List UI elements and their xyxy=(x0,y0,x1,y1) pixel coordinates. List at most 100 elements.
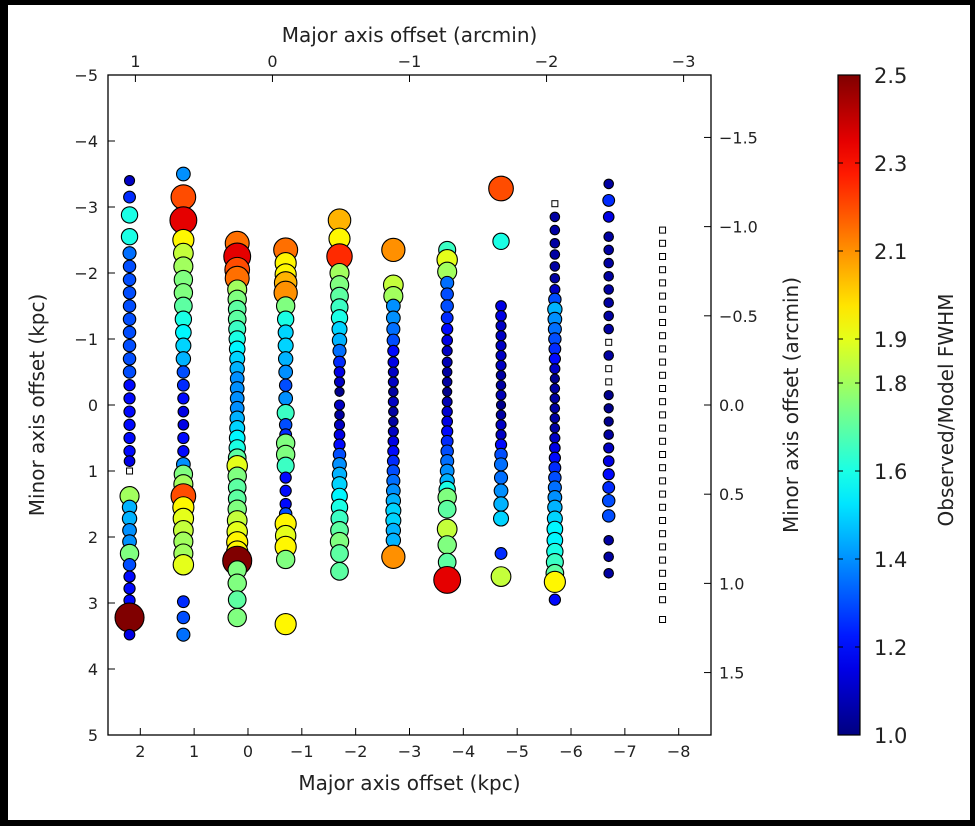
data-point xyxy=(492,232,510,251)
data-point xyxy=(387,356,400,368)
x-tick-label: −5 xyxy=(505,742,529,761)
data-point xyxy=(495,399,507,411)
data-point xyxy=(123,455,136,467)
data-point xyxy=(495,370,507,381)
data-point xyxy=(176,595,190,609)
data-point xyxy=(495,310,507,322)
data-point xyxy=(603,403,614,414)
data-point xyxy=(122,338,137,353)
data-point xyxy=(388,416,399,427)
y2-tick-label: −0.5 xyxy=(719,307,758,326)
data-point xyxy=(176,378,190,392)
data-point xyxy=(122,557,137,572)
data-point xyxy=(549,373,561,384)
data-point xyxy=(227,573,247,593)
data-point xyxy=(605,378,613,386)
plot-area-frame xyxy=(107,74,712,736)
y-tick-label: 5 xyxy=(88,726,98,745)
data-point xyxy=(123,582,136,595)
y2-tick-label: 0.5 xyxy=(719,485,744,504)
data-point xyxy=(123,190,136,204)
right-y-axis-title: Minor axis offset (arcmin) xyxy=(779,277,803,533)
data-point xyxy=(333,399,346,411)
data-point xyxy=(603,178,614,190)
data-point xyxy=(177,405,190,418)
data-point xyxy=(549,383,561,394)
data-point xyxy=(659,332,667,340)
data-point xyxy=(172,553,195,576)
data-point xyxy=(659,253,667,260)
data-point xyxy=(659,583,667,590)
data-point xyxy=(549,224,561,236)
data-point xyxy=(659,437,667,445)
data-point xyxy=(495,349,507,362)
data-point xyxy=(441,376,453,388)
data-point xyxy=(381,237,406,263)
colorbar-tick-label: 2.1 xyxy=(874,240,907,264)
data-point xyxy=(177,431,190,445)
data-point xyxy=(495,300,507,312)
data-point xyxy=(381,544,406,569)
data-point xyxy=(603,442,615,454)
data-point xyxy=(176,627,191,642)
data-point xyxy=(495,320,507,332)
data-point xyxy=(123,175,136,187)
data-point xyxy=(659,239,667,247)
data-point xyxy=(659,411,667,419)
data-point xyxy=(440,311,454,325)
data-point xyxy=(437,535,457,555)
data-point xyxy=(122,325,137,340)
data-point xyxy=(495,379,507,391)
y-axis-title: Minor axis offset (kpc) xyxy=(25,294,49,517)
data-point xyxy=(602,455,615,467)
data-point xyxy=(170,184,197,210)
data-point xyxy=(123,379,136,392)
data-point xyxy=(659,477,667,485)
data-point xyxy=(441,356,453,368)
x-tick-label: 1 xyxy=(189,742,199,761)
data-point xyxy=(114,602,145,633)
data-point xyxy=(330,561,349,581)
colorbar-title: Observed/Model FWHM xyxy=(934,294,958,527)
data-point xyxy=(122,286,137,300)
data-point xyxy=(495,419,507,431)
data-point xyxy=(278,364,294,380)
data-point xyxy=(494,547,508,560)
data-point xyxy=(493,496,509,512)
data-point xyxy=(659,543,667,551)
data-point xyxy=(176,365,191,379)
data-point xyxy=(659,451,667,458)
data-point xyxy=(495,340,507,352)
data-point xyxy=(386,333,401,348)
data-point xyxy=(334,386,345,397)
data-point xyxy=(492,510,510,527)
data-point xyxy=(548,352,562,365)
colorbar: 1.0 1.2 1.4 1.6 1.8 1.9 2.1 2.3 2.5 xyxy=(837,64,907,748)
y2-tick-label: −1.5 xyxy=(719,128,758,147)
data-point xyxy=(275,549,296,570)
x-tick-label: −7 xyxy=(613,742,637,761)
colorbar-tick-label: 1.9 xyxy=(874,328,907,352)
y2-tick-label: 0.0 xyxy=(719,396,744,415)
data-point xyxy=(333,428,346,441)
data-point xyxy=(227,590,247,610)
data-point xyxy=(543,570,566,593)
data-point xyxy=(493,483,509,499)
data-point xyxy=(495,389,507,401)
x2-tick-label: −3 xyxy=(672,52,696,71)
data-point xyxy=(549,393,561,404)
data-point xyxy=(123,628,136,641)
data-point xyxy=(659,266,667,274)
data-point xyxy=(441,405,453,418)
data-point xyxy=(388,406,399,417)
data-point xyxy=(442,386,453,397)
data-point xyxy=(602,211,615,223)
data-point xyxy=(123,405,136,418)
data-point xyxy=(177,445,190,458)
data-point xyxy=(603,271,614,282)
data-point xyxy=(387,396,399,408)
data-point xyxy=(126,467,134,475)
data-point xyxy=(441,334,454,347)
y2-tick-label: 1.5 xyxy=(719,664,744,683)
top-x-axis-title: Major axis offset (arcmin) xyxy=(282,23,538,47)
